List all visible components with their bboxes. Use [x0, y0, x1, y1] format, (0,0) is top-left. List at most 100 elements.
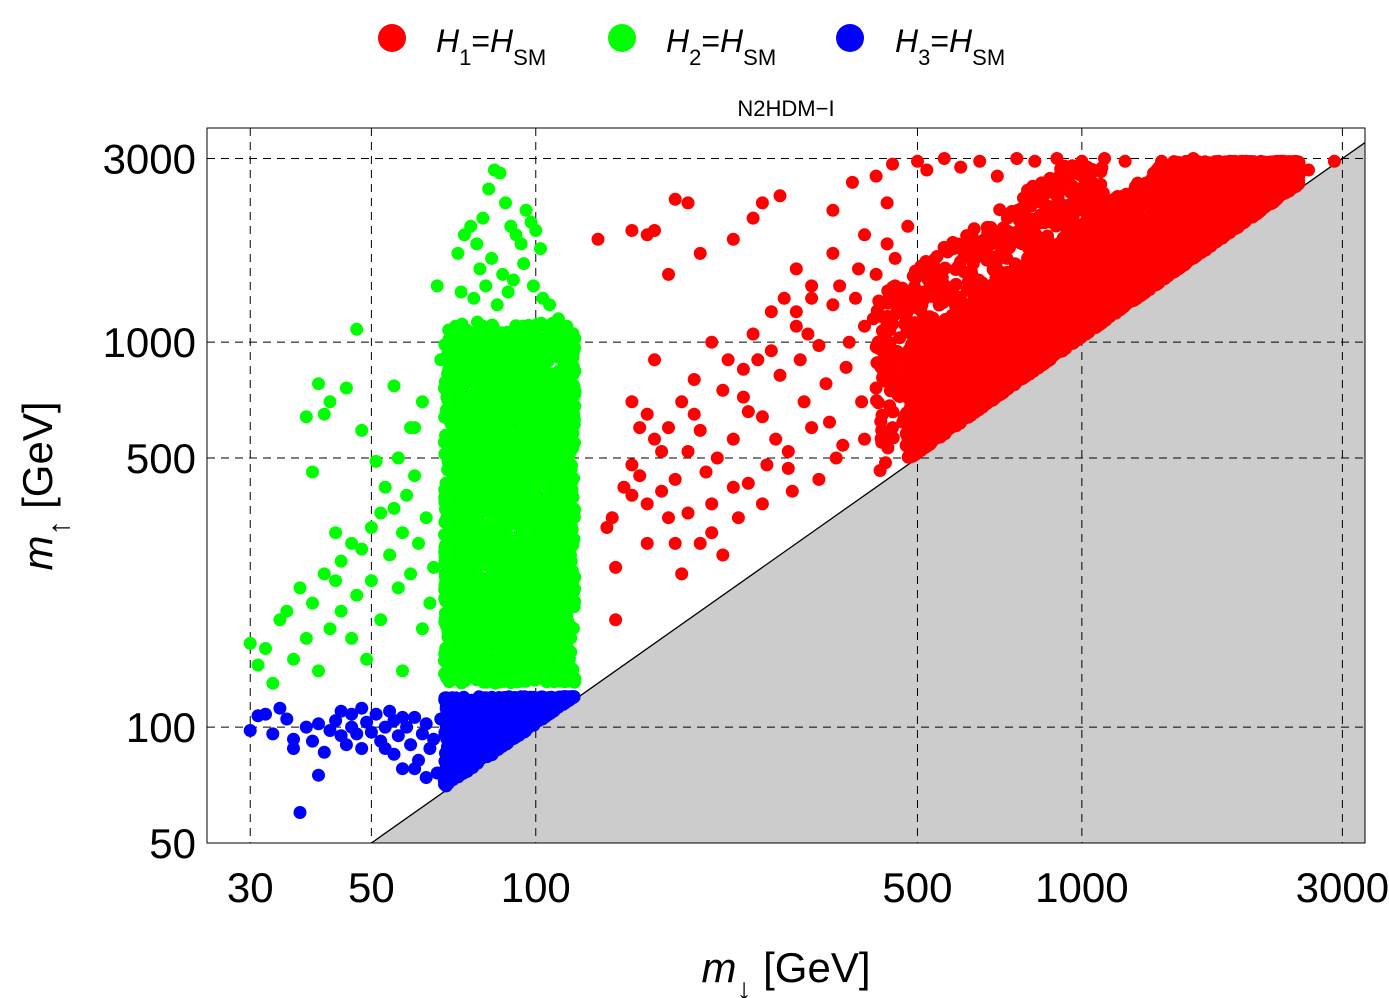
data-point-h2 [486, 394, 500, 408]
data-point-h2 [434, 353, 448, 367]
data-point-h3 [434, 712, 448, 726]
data-point-h2 [323, 395, 337, 409]
data-point-h2 [555, 366, 569, 380]
data-point-h2 [558, 533, 572, 547]
data-point-h2 [464, 601, 478, 615]
data-point-h3 [553, 692, 567, 706]
data-point-h2 [387, 379, 401, 393]
data-point-h2 [408, 469, 422, 483]
data-point-h2 [466, 632, 480, 646]
data-point-h2 [521, 461, 535, 475]
data-point-h2 [391, 581, 405, 595]
legend-entry-h2: H2=HSM [608, 23, 776, 70]
data-point-h2 [544, 416, 558, 430]
data-point-h2 [553, 496, 567, 510]
data-point-h3 [312, 717, 325, 731]
data-point-h3 [293, 806, 307, 819]
data-point-h2 [510, 570, 524, 584]
data-point-h2 [543, 473, 557, 487]
data-point-h2 [463, 538, 477, 552]
data-point-h2 [554, 389, 568, 403]
data-point-h2 [490, 331, 504, 345]
data-point-h2 [549, 325, 563, 339]
data-point-h2 [514, 515, 528, 528]
data-point-h2 [565, 620, 578, 634]
data-point-h2 [502, 644, 516, 658]
data-point-h2 [565, 474, 579, 488]
data-point-h2 [448, 626, 462, 640]
data-point-h2 [444, 370, 458, 384]
legend-label-h1: H1=HSM [436, 23, 546, 70]
data-point-h2 [563, 574, 577, 588]
data-point-h2 [500, 344, 514, 358]
legend-entry-h1: H1=HSM [378, 23, 546, 70]
data-point-h2 [438, 483, 452, 497]
data-point-h2 [449, 576, 463, 590]
data-point-h3 [503, 691, 517, 705]
legend-label-h2: H2=HSM [666, 23, 776, 70]
data-point-h2 [552, 552, 565, 566]
data-point-h3 [306, 734, 319, 748]
data-point-h2 [554, 481, 567, 495]
data-point-h2 [451, 443, 465, 457]
data-point-h2 [451, 246, 465, 260]
data-point-h3 [419, 771, 433, 784]
data-point-h3 [287, 742, 300, 755]
plot-area [206, 127, 1366, 844]
data-point-h2 [521, 327, 535, 340]
data-point-h2 [355, 423, 369, 437]
data-point-h2 [460, 616, 474, 629]
data-point-h2 [492, 450, 506, 463]
data-point-h2 [522, 545, 535, 559]
data-point-h2 [459, 517, 473, 531]
data-point-h2 [383, 548, 397, 562]
data-point-h2 [514, 237, 528, 251]
data-point-h2 [378, 480, 392, 494]
data-point-h2 [528, 349, 542, 363]
data-point-h2 [452, 564, 466, 578]
data-point-h3 [317, 745, 331, 759]
data-point-h2 [511, 430, 525, 444]
data-point-h2 [526, 279, 540, 293]
data-point-h2 [312, 664, 325, 678]
data-point-h2 [464, 330, 478, 344]
data-point-h2 [430, 279, 444, 293]
data-point-h2 [374, 613, 388, 627]
data-point-h2 [566, 490, 580, 504]
data-point-h2 [423, 596, 437, 610]
data-point-h2 [467, 491, 480, 505]
data-point-h2 [364, 521, 378, 534]
data-point-h3 [378, 742, 392, 755]
data-point-h3 [408, 762, 422, 776]
data-point-h2 [312, 377, 325, 391]
data-point-h2 [531, 623, 544, 637]
data-point-h3 [396, 762, 409, 776]
data-point-h2 [360, 652, 374, 666]
data-point-h2 [387, 501, 401, 515]
data-point-h2 [243, 636, 257, 650]
data-point-h2 [350, 322, 364, 336]
data-point-h2 [317, 407, 331, 421]
data-point-h2 [473, 262, 487, 276]
data-point-h2 [334, 554, 348, 568]
data-point-h3 [468, 736, 482, 750]
data-point-h2 [460, 409, 474, 423]
data-point-h2 [439, 538, 453, 552]
data-point-h2 [539, 601, 553, 615]
data-point-h2 [557, 351, 571, 365]
data-point-h2 [505, 656, 519, 670]
data-point-h2 [467, 438, 481, 452]
data-point-h2 [287, 652, 300, 666]
data-point-h3 [350, 727, 364, 741]
data-point-h2 [404, 567, 418, 581]
data-point-h2 [555, 629, 569, 643]
data-point-h2 [564, 518, 578, 532]
data-point-h2 [350, 588, 364, 602]
data-point-h2 [440, 556, 454, 570]
data-point-h2 [467, 291, 481, 305]
data-point-h2 [412, 536, 425, 550]
data-point-h2 [482, 182, 496, 196]
data-point-h2 [453, 667, 467, 681]
data-point-h2 [499, 196, 512, 210]
data-point-h2 [519, 203, 533, 217]
